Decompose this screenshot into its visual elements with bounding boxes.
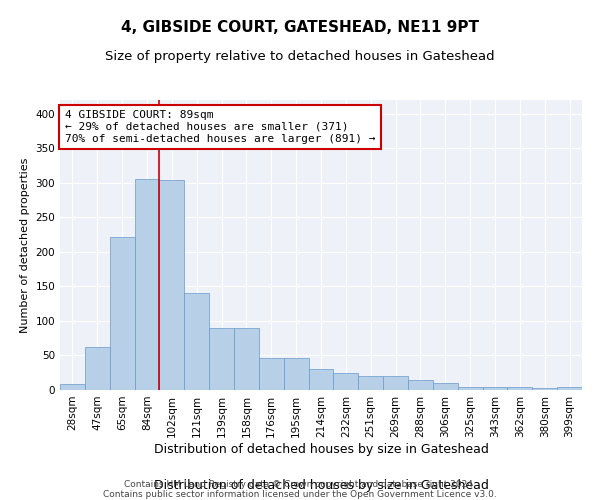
Bar	[308, 370, 334, 390]
Bar	[110, 238, 134, 390]
Bar	[134, 178, 160, 390]
Bar	[209, 328, 234, 390]
X-axis label: Distribution of detached houses by size in Gateshead: Distribution of detached houses by size …	[154, 478, 488, 492]
Text: Contains HM Land Registry data © Crown copyright and database right 2024.
Contai: Contains HM Land Registry data © Crown c…	[103, 480, 497, 500]
Bar	[358, 376, 383, 390]
Bar	[85, 346, 110, 390]
Bar	[234, 328, 259, 390]
Bar	[184, 294, 209, 390]
Bar	[508, 387, 532, 390]
Bar	[383, 376, 408, 390]
Bar	[259, 358, 284, 390]
Bar	[557, 387, 582, 390]
Y-axis label: Number of detached properties: Number of detached properties	[20, 158, 30, 332]
Text: Size of property relative to detached houses in Gateshead: Size of property relative to detached ho…	[105, 50, 495, 63]
Bar	[482, 386, 508, 390]
Bar	[60, 384, 85, 390]
Bar	[334, 372, 358, 390]
Text: 4 GIBSIDE COURT: 89sqm
← 29% of detached houses are smaller (371)
70% of semi-de: 4 GIBSIDE COURT: 89sqm ← 29% of detached…	[65, 110, 376, 144]
Bar	[532, 388, 557, 390]
Text: 4, GIBSIDE COURT, GATESHEAD, NE11 9PT: 4, GIBSIDE COURT, GATESHEAD, NE11 9PT	[121, 20, 479, 35]
Bar	[160, 180, 184, 390]
Bar	[408, 380, 433, 390]
Bar	[458, 387, 482, 390]
Bar	[284, 358, 308, 390]
Bar	[433, 383, 458, 390]
Text: Distribution of detached houses by size in Gateshead: Distribution of detached houses by size …	[154, 442, 488, 456]
